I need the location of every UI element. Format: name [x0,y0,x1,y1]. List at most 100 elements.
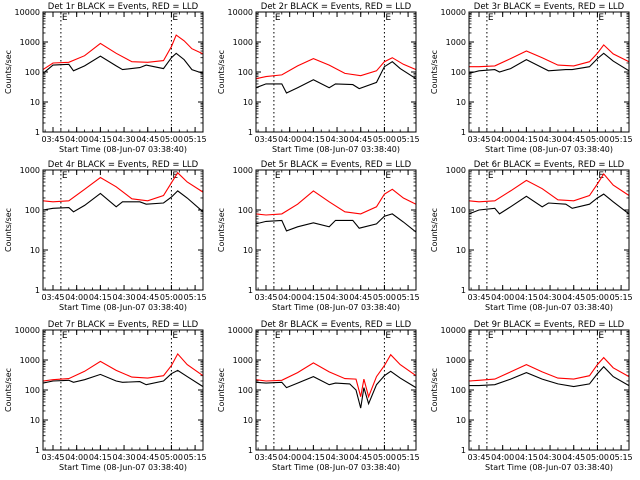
event-marker-label: E [62,331,68,341]
x-axis-title: Start Time (08-Jun-07 03:38:40) [59,145,187,154]
x-tick-label: 04:45 [562,135,585,144]
events-series-line [255,61,417,94]
x-tick-label: 04:00 [278,135,301,144]
lld-series-line [468,172,630,203]
x-tick-label: 04:00 [65,453,88,462]
events-series-line [255,213,417,233]
y-tick-label: 10000 [228,326,253,335]
event-marker-label: E [598,171,604,181]
y-tick-label: 1000 [233,356,253,365]
panel-det-5r: Det 5r BLACK = Events, RED = LLD 1 10 100 10… [217,160,420,312]
x-tick-label: 05:15 [610,453,633,462]
x-axis-title: Start Time (08-Jun-07 03:38:40) [272,463,400,472]
panel-title: Det 9r BLACK = Events, RED = LLD [474,320,625,330]
x-tick-label: 04:00 [491,293,514,302]
x-tick-label: 05:00 [160,453,183,462]
event-marker-label: E [385,331,391,341]
y-tick-label: 1 [35,286,40,295]
x-axis-title: Start Time (08-Jun-07 03:38:40) [485,303,613,312]
x-tick-label: 04:15 [89,453,112,462]
x-tick-label: 04:15 [515,453,538,462]
event-marker-label: E [488,331,494,341]
event-marker-label: E [172,13,178,23]
y-tick-label: 100 [25,206,40,215]
x-tick-label: 04:15 [515,135,538,144]
x-tick-label: 04:30 [113,453,136,462]
y-tick-label: 100 [238,386,253,395]
events-series-line [469,365,630,388]
x-tick-label: 05:15 [184,135,207,144]
plot-frame [255,11,417,133]
y-tick-label: 10 [30,98,40,107]
x-tick-label: 03:45 [467,293,490,302]
x-tick-label: 05:15 [184,293,207,302]
y-tick-label: 1 [248,128,253,137]
x-tick-label: 03:45 [41,293,64,302]
x-tick-label: 04:45 [562,453,585,462]
x-axis-title: Start Time (08-Jun-07 03:38:40) [272,145,400,154]
y-tick-label: 10000 [441,326,466,335]
event-marker-label: E [62,171,68,181]
x-tick-label: 04:15 [302,453,325,462]
y-tick-label: 1000 [233,38,253,47]
y-tick-label: 10 [456,416,466,425]
y-tick-label: 100 [451,68,466,77]
lld-series-line [255,57,417,80]
y-axis-title: Counts/sec [4,208,13,252]
x-tick-label: 04:15 [302,135,325,144]
x-tick-label: 04:15 [515,293,538,302]
y-tick-label: 10 [456,246,466,255]
y-axis-title: Counts/sec [430,208,439,252]
x-tick-label: 03:45 [41,135,64,144]
y-tick-label: 1 [35,446,40,455]
panel-title: Det 6r BLACK = Events, RED = LLD [474,160,625,170]
plot-frame [255,329,417,451]
lld-series-line [468,356,630,382]
y-tick-label: 1 [461,128,466,137]
x-axis-title: Start Time (08-Jun-07 03:38:40) [272,303,400,312]
x-tick-label: 04:30 [326,453,349,462]
x-tick-label: 04:15 [89,135,112,144]
plot-frame [468,11,630,133]
events-series-line [468,193,630,215]
x-tick-label: 03:45 [254,453,277,462]
lld-series-line [255,188,417,216]
y-tick-label: 1000 [233,166,253,175]
event-marker-label: E [598,13,604,23]
x-axis-title: Start Time (08-Jun-07 03:38:40) [485,145,613,154]
x-tick-label: 05:15 [397,135,420,144]
x-tick-label: 03:45 [254,293,277,302]
y-tick-label: 10 [243,98,253,107]
x-tick-label: 04:45 [136,293,159,302]
y-axis-title: Counts/sec [430,368,439,412]
x-tick-label: 04:45 [562,293,585,302]
x-tick-label: 05:00 [373,135,396,144]
events-series-line [42,190,204,213]
event-marker-label: E [275,13,281,23]
events-series-line [255,370,417,409]
panel-det-8r: Det 8r BLACK = Events, RED = LLD 1 10 100 10… [217,320,420,472]
y-tick-label: 1 [461,446,466,455]
y-axis-title: Counts/sec [217,50,226,94]
panel-title: Det 7r BLACK = Events, RED = LLD [48,320,199,330]
x-tick-label: 04:30 [539,293,562,302]
x-tick-label: 04:30 [539,453,562,462]
x-tick-label: 05:00 [160,293,183,302]
x-tick-label: 04:30 [113,293,136,302]
lld-series-line [42,171,204,203]
x-tick-label: 05:00 [160,135,183,144]
y-tick-label: 1000 [446,356,466,365]
x-tick-label: 04:45 [136,135,159,144]
x-tick-label: 05:00 [586,453,609,462]
x-tick-label: 05:15 [610,135,633,144]
y-tick-label: 1 [248,446,253,455]
event-marker-label: E [598,331,604,341]
events-series-line [42,52,204,74]
y-tick-label: 10000 [15,326,40,335]
event-marker-label: E [385,171,391,181]
x-tick-label: 05:00 [586,135,609,144]
lld-series-line [469,44,630,68]
panel-det-1r: Det 1r BLACK = Events, RED = LLD 1 10 100 10… [4,2,207,154]
panel-det-3r: Det 3r BLACK = Events, RED = LLD 1 10 100 10… [430,2,633,154]
y-tick-label: 1 [461,286,466,295]
